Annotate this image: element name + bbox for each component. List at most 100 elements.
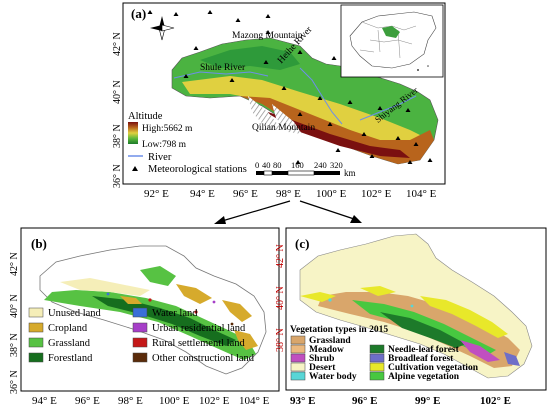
lat-tick: 38° N <box>275 328 286 352</box>
china-inset-map <box>340 4 444 78</box>
lat-tick: 40° N <box>112 80 123 104</box>
lon-tick: 98° E <box>118 395 143 407</box>
scale-bar: 0 40 80 160 240 320 km <box>255 160 356 178</box>
landuse-legend-label: Water land <box>152 308 198 319</box>
vegetation-legend-label: Broadleaf forest <box>388 354 454 364</box>
altitude-low-label: Low:798 m <box>142 140 187 150</box>
lon-tick: 102° E <box>361 188 392 200</box>
lat-tick: 38° N <box>9 333 20 357</box>
station-marker <box>369 154 375 158</box>
lon-tick: 100° E <box>316 188 347 200</box>
station-marker <box>263 60 269 64</box>
vegetation-legend-swatch <box>290 353 306 363</box>
vegetation-legend-label: Desert <box>309 363 336 373</box>
vegetation-legend-label: Needle-leaf forest <box>388 345 460 355</box>
place-mazong-mountain: Mazong Mountain <box>232 31 303 41</box>
place-qilian-mountain: Qilian Mountain <box>252 123 315 133</box>
station-marker <box>295 160 301 164</box>
landuse-legend-swatch <box>28 352 44 363</box>
lon-tick: 92° E <box>144 188 169 200</box>
station-marker <box>395 136 401 140</box>
station-marker <box>297 50 303 54</box>
station-legend-icon <box>132 166 138 171</box>
station-marker <box>147 10 153 14</box>
panel-c-lon-axis: 93° E 96° E 99° E 102° E <box>290 395 511 407</box>
landuse-legend-swatch <box>28 307 44 318</box>
station-marker <box>427 158 433 162</box>
station-marker <box>229 78 235 82</box>
station-marker <box>193 46 199 50</box>
station-marker <box>361 132 367 136</box>
panel-c: (c) Vegetation types in 2015 Grassland M… <box>275 227 547 407</box>
landuse-legend-label: Cropland <box>48 323 88 334</box>
altitude-legend-title: Altitude <box>128 111 163 122</box>
landuse-legend-label: Unused land <box>48 308 102 319</box>
vegetation-legend-label: Cultivation vegetation <box>388 363 479 373</box>
station-marker <box>297 112 303 116</box>
panel-b-map <box>39 245 267 375</box>
station-marker <box>413 142 419 146</box>
lon-tick: 94° E <box>190 188 215 200</box>
landuse-legend-swatch <box>132 322 148 333</box>
vegetation-legend-swatch <box>290 371 306 381</box>
vegetation-legend-label: Meadow <box>309 345 344 355</box>
scale-tick-240: 240 <box>314 160 327 170</box>
vegetation-legend-swatch <box>369 344 385 354</box>
station-marker <box>207 10 213 14</box>
north-arrow-icon <box>150 16 175 41</box>
scale-tick-160: 160 <box>291 160 304 170</box>
lon-tick: 96° E <box>352 395 378 407</box>
landuse-legend-label: Urban residential land <box>152 323 246 334</box>
panel-c-legend: Vegetation types in 2015 Grassland Meado… <box>290 325 479 382</box>
station-marker <box>265 14 271 18</box>
landuse-legend-label: Rural settlementl land <box>152 338 245 349</box>
vegetation-legend-swatch <box>290 335 306 345</box>
station-marker <box>265 30 271 34</box>
station-marker <box>235 18 241 22</box>
landuse-legend-swatch <box>132 307 148 318</box>
station-marker <box>377 106 383 110</box>
scale-tick-80: 80 <box>273 160 282 170</box>
vegetation-legend-title: Vegetation types in 2015 <box>290 325 388 335</box>
landuse-legend-label: Other constructionl land <box>152 353 255 364</box>
lat-tick: 36° N <box>112 164 123 188</box>
lat-tick: 42° N <box>275 244 286 268</box>
lon-tick: 100° E <box>159 395 190 407</box>
lon-tick: 96° E <box>75 395 100 407</box>
lon-tick: 94° E <box>32 395 57 407</box>
vegetation-legend-swatch <box>369 353 385 363</box>
station-markers <box>147 10 433 164</box>
station-marker <box>281 86 287 90</box>
panel-c-label: (c) <box>295 236 309 251</box>
vegetation-legend-label: Shrub <box>309 354 334 364</box>
lon-tick: 98° E <box>276 188 301 200</box>
lat-tick: 42° N <box>112 32 123 56</box>
lat-tick: 38° N <box>112 124 123 148</box>
lon-tick: 99° E <box>415 395 441 407</box>
lat-tick: 42° N <box>9 252 20 276</box>
vegetation-legend-swatch <box>369 362 385 372</box>
scale-tick-40: 40 <box>262 160 271 170</box>
place-shule-river: Shule River <box>200 63 246 73</box>
landuse-legend-label: Grassland <box>48 338 91 349</box>
panel-b-label: (b) <box>31 236 47 251</box>
panel-a-lon-axis: 92° E 94° E 96° E 98° E 100° E 102° E 10… <box>144 188 437 200</box>
altitude-color-ramp <box>128 122 138 144</box>
vegetation-legend-swatch <box>290 344 306 354</box>
landuse-legend-swatch <box>132 352 148 363</box>
landuse-legend-swatch <box>28 337 44 348</box>
panel-a-lat-axis: 42° N 40° N 38° N 36° N <box>112 32 123 188</box>
station-marker <box>317 96 323 100</box>
station-marker <box>347 100 353 104</box>
station-marker <box>173 12 179 16</box>
lat-tick: 40° N <box>275 286 286 310</box>
lon-tick: 104° E <box>406 188 437 200</box>
panel-a: (a) Mazong Mountain Shule River Heihe Ri… <box>112 2 446 200</box>
station-marker <box>331 56 337 60</box>
panel-b-lat-axis: 42° N 40° N 38° N 36° N <box>9 252 20 394</box>
station-legend-label: Meteorological stations <box>148 164 247 175</box>
river-legend-label: River <box>148 152 172 163</box>
lon-tick: 96° E <box>233 188 258 200</box>
panel-a-label: (a) <box>131 6 146 21</box>
